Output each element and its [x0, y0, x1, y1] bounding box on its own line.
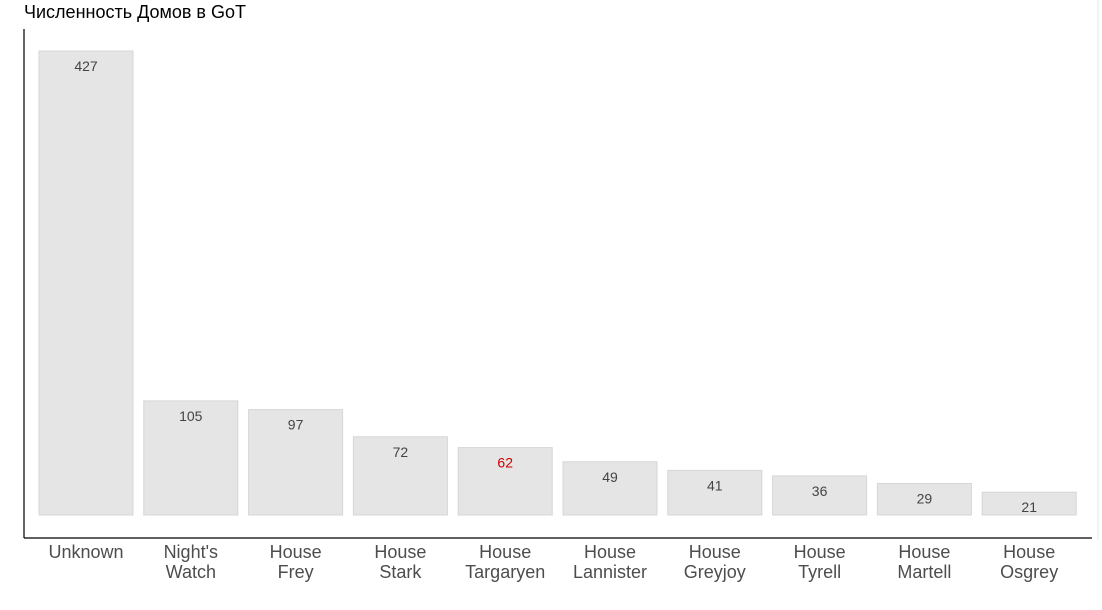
x-tick-label-line: House	[794, 542, 846, 562]
bar	[143, 400, 239, 516]
panel-edge	[1097, 0, 1099, 540]
x-tick-label-line: House	[1003, 542, 1055, 562]
bar	[876, 483, 972, 516]
bar-value-label: 72	[393, 444, 409, 460]
bar-value-label: 41	[707, 477, 723, 493]
x-tick-label-line: Greyjoy	[684, 562, 746, 582]
x-tick-label-line: House	[689, 542, 741, 562]
x-tick-label-line: House	[898, 542, 950, 562]
bar-value-label: 97	[288, 417, 304, 433]
bars-layer	[38, 50, 1077, 516]
x-tick-label: House Frey	[270, 542, 322, 582]
x-tick-label-line: Stark	[379, 562, 422, 582]
chart-title: Численность Домов в GoT	[24, 2, 247, 22]
x-tick-label-line: House	[374, 542, 426, 562]
x-tick-label-line: House	[270, 542, 322, 562]
bar	[352, 436, 448, 516]
x-tick-label: House Targaryen	[465, 542, 545, 582]
bar-value-label: 21	[1021, 499, 1037, 515]
x-tick-label-line: Tyrell	[798, 562, 841, 582]
bar-value-label: 49	[602, 469, 618, 485]
x-tick-label: Night's Watch	[164, 542, 218, 582]
bar-value-label: 105	[179, 408, 203, 424]
bar	[562, 461, 658, 516]
x-tick-label-line: Frey	[278, 562, 314, 582]
bar-value-label: 29	[917, 491, 933, 507]
x-tick-label-line: Osgrey	[1000, 562, 1058, 582]
x-tick-label: House Martell	[897, 542, 951, 582]
x-tick-label: House Stark	[374, 542, 426, 582]
x-tick-label-line: Unknown	[48, 542, 123, 562]
bar	[772, 475, 868, 516]
bar	[457, 447, 553, 516]
x-tick-label: House Lannister	[573, 542, 647, 582]
bar	[38, 50, 134, 516]
x-tick-label-line: Night's	[164, 542, 218, 562]
bar-value-label: 427	[74, 58, 98, 74]
x-tick-label: House Greyjoy	[684, 542, 746, 582]
x-tick-label: House Tyrell	[794, 542, 846, 582]
x-tick-label-line: House	[479, 542, 531, 562]
x-tick-label-line: Martell	[897, 562, 951, 582]
x-tick-label: Unknown	[48, 542, 123, 562]
x-tick-label-line: Targaryen	[465, 562, 545, 582]
x-tick-label: House Osgrey	[1000, 542, 1058, 582]
bar	[981, 491, 1077, 516]
x-tick-label-line: Lannister	[573, 562, 647, 582]
bar	[667, 469, 763, 516]
value-labels-layer: 427 105 97 72 62 49 41 36 29 21	[74, 58, 1037, 515]
bar-value-label: 62	[497, 455, 513, 471]
x-tick-label-line: Watch	[166, 562, 216, 582]
bar-value-label: 36	[812, 483, 828, 499]
x-tick-label-line: House	[584, 542, 636, 562]
bar	[248, 409, 344, 516]
